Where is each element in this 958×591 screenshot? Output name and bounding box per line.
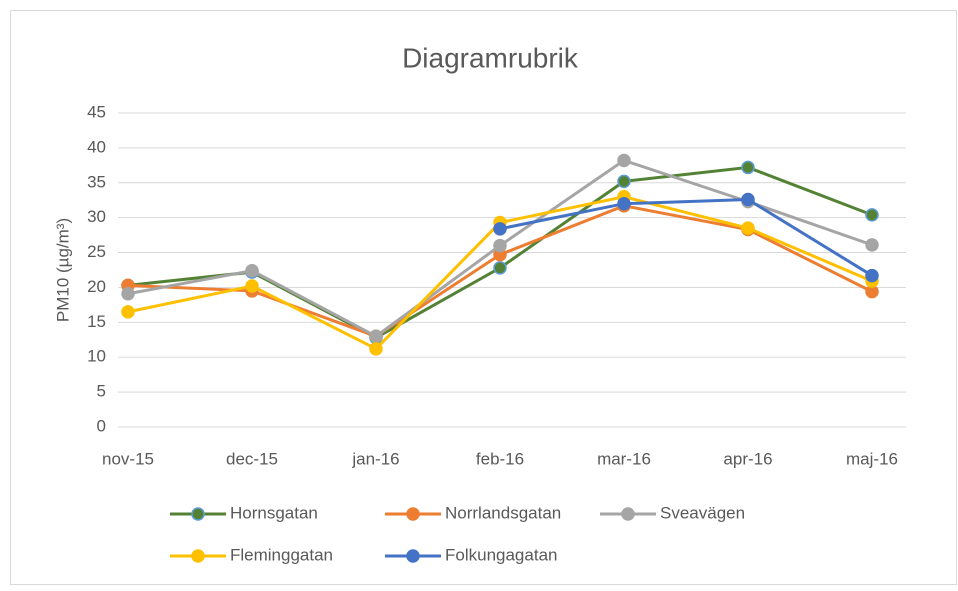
data-point <box>865 238 879 252</box>
chart-border <box>10 10 957 585</box>
data-point <box>617 153 631 168</box>
x-tick-label: nov-15 <box>102 449 154 468</box>
y-tick-label: 10 <box>87 347 106 366</box>
y-tick-label: 35 <box>87 172 106 191</box>
data-point <box>369 329 383 344</box>
data-point <box>741 192 755 207</box>
data-point <box>121 305 135 319</box>
legend-marker <box>191 549 205 563</box>
chart-title: Diagramrubrik <box>402 42 579 73</box>
y-tick-label: 40 <box>87 137 106 156</box>
legend-label: Hornsgatan <box>230 503 318 522</box>
data-point <box>617 174 631 189</box>
data-point <box>617 196 631 211</box>
x-tick-label: dec-15 <box>226 449 278 468</box>
series-line <box>499 198 873 277</box>
y-tick-label: 45 <box>87 102 106 121</box>
data-point <box>493 238 507 253</box>
data-point <box>493 222 507 236</box>
legend-label: Norrlandsgatan <box>445 503 561 522</box>
data-point <box>741 221 755 235</box>
legend-label: Folkungagatan <box>445 545 557 564</box>
legend-label: Sveavägen <box>660 503 745 522</box>
data-point <box>493 261 507 275</box>
legend-label: Fleminggatan <box>230 545 333 564</box>
data-point <box>865 268 879 283</box>
data-point <box>369 342 383 356</box>
y-tick-label: 20 <box>87 277 106 296</box>
x-tick-label: mar-16 <box>597 449 651 468</box>
legend-marker <box>191 507 205 521</box>
legend-marker <box>406 549 420 563</box>
y-tick-label: 30 <box>87 207 106 226</box>
y-axis-label: PM10 (µg/m³) <box>53 218 72 322</box>
x-tick-label: apr-16 <box>723 449 772 468</box>
y-tick-label: 25 <box>87 242 106 261</box>
y-tick-label: 5 <box>97 382 106 401</box>
y-tick-label: 15 <box>87 312 106 331</box>
legend-marker <box>621 507 635 521</box>
x-tick-label: jan-16 <box>351 449 399 468</box>
y-tick-label: 0 <box>97 416 106 435</box>
x-tick-label: feb-16 <box>476 449 524 468</box>
data-point <box>245 263 259 278</box>
legend-marker <box>406 507 420 521</box>
data-point <box>121 286 135 301</box>
data-point <box>741 160 755 175</box>
data-point <box>865 208 879 222</box>
data-point <box>245 279 259 293</box>
x-tick-label: maj-16 <box>846 449 898 468</box>
